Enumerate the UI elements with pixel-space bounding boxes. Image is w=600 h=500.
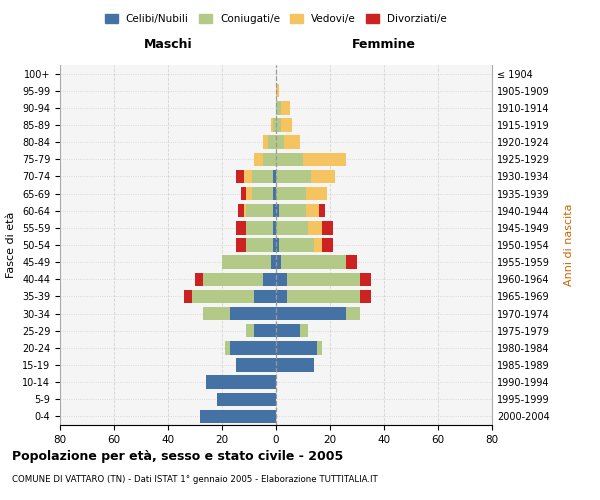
Bar — [247, 324, 254, 338]
Y-axis label: Fasce di età: Fasce di età — [7, 212, 16, 278]
Bar — [360, 272, 371, 286]
Bar — [276, 187, 306, 200]
Bar — [254, 324, 276, 338]
Bar — [301, 324, 308, 338]
Bar — [224, 341, 230, 354]
Text: Femmine: Femmine — [352, 38, 416, 52]
Bar — [252, 187, 274, 200]
Bar — [206, 376, 276, 389]
Bar — [274, 118, 276, 132]
Bar — [235, 221, 247, 234]
Bar — [271, 118, 274, 132]
Bar — [278, 204, 306, 218]
Bar — [276, 84, 278, 98]
Bar — [200, 410, 276, 423]
Bar — [244, 170, 252, 183]
Bar — [311, 170, 335, 183]
Bar — [230, 341, 276, 354]
Bar — [276, 221, 308, 234]
Text: COMUNE DI VATTARO (TN) - Dati ISTAT 1° gennaio 2005 - Elaborazione TUTTITALIA.IT: COMUNE DI VATTARO (TN) - Dati ISTAT 1° g… — [12, 475, 378, 484]
Bar — [276, 307, 346, 320]
Bar — [303, 152, 346, 166]
Bar — [281, 101, 290, 114]
Text: Popolazione per età, sesso e stato civile - 2005: Popolazione per età, sesso e stato civil… — [12, 450, 343, 463]
Bar — [241, 187, 247, 200]
Bar — [268, 136, 276, 149]
Bar — [203, 272, 263, 286]
Bar — [263, 272, 276, 286]
Bar — [244, 204, 247, 218]
Bar — [281, 256, 346, 269]
Bar — [276, 256, 281, 269]
Bar — [252, 170, 274, 183]
Bar — [254, 152, 263, 166]
Bar — [230, 307, 276, 320]
Bar — [203, 307, 230, 320]
Bar — [235, 358, 276, 372]
Bar — [284, 136, 301, 149]
Legend: Celibi/Nubili, Coniugati/e, Vedovi/e, Divorziati/e: Celibi/Nubili, Coniugati/e, Vedovi/e, Di… — [101, 10, 451, 29]
Bar — [276, 204, 278, 218]
Bar — [278, 238, 314, 252]
Bar — [276, 152, 303, 166]
Bar — [222, 256, 271, 269]
Bar — [317, 341, 322, 354]
Bar — [235, 170, 244, 183]
Bar — [263, 136, 268, 149]
Bar — [276, 136, 284, 149]
Bar — [217, 392, 276, 406]
Bar — [276, 272, 287, 286]
Bar — [346, 307, 360, 320]
Bar — [360, 290, 371, 303]
Bar — [247, 221, 274, 234]
Bar — [319, 204, 325, 218]
Bar — [287, 290, 360, 303]
Bar — [246, 187, 252, 200]
Bar — [314, 238, 322, 252]
Bar — [276, 118, 281, 132]
Bar — [263, 152, 276, 166]
Bar — [184, 290, 193, 303]
Bar — [254, 290, 276, 303]
Bar — [276, 238, 278, 252]
Bar — [274, 204, 276, 218]
Bar — [281, 118, 292, 132]
Text: Maschi: Maschi — [143, 38, 193, 52]
Bar — [193, 290, 254, 303]
Bar — [276, 170, 311, 183]
Bar — [274, 187, 276, 200]
Bar — [308, 221, 322, 234]
Bar — [195, 272, 203, 286]
Bar — [322, 238, 332, 252]
Bar — [247, 238, 274, 252]
Bar — [238, 204, 244, 218]
Bar — [274, 238, 276, 252]
Bar — [276, 324, 301, 338]
Bar — [287, 272, 360, 286]
Bar — [276, 358, 314, 372]
Bar — [276, 101, 281, 114]
Bar — [271, 256, 276, 269]
Bar — [306, 204, 319, 218]
Bar — [306, 187, 328, 200]
Bar — [346, 256, 357, 269]
Bar — [322, 221, 332, 234]
Bar — [276, 290, 287, 303]
Bar — [274, 170, 276, 183]
Bar — [247, 204, 274, 218]
Bar — [235, 238, 247, 252]
Bar — [276, 341, 317, 354]
Bar — [274, 221, 276, 234]
Y-axis label: Anni di nascita: Anni di nascita — [563, 204, 574, 286]
